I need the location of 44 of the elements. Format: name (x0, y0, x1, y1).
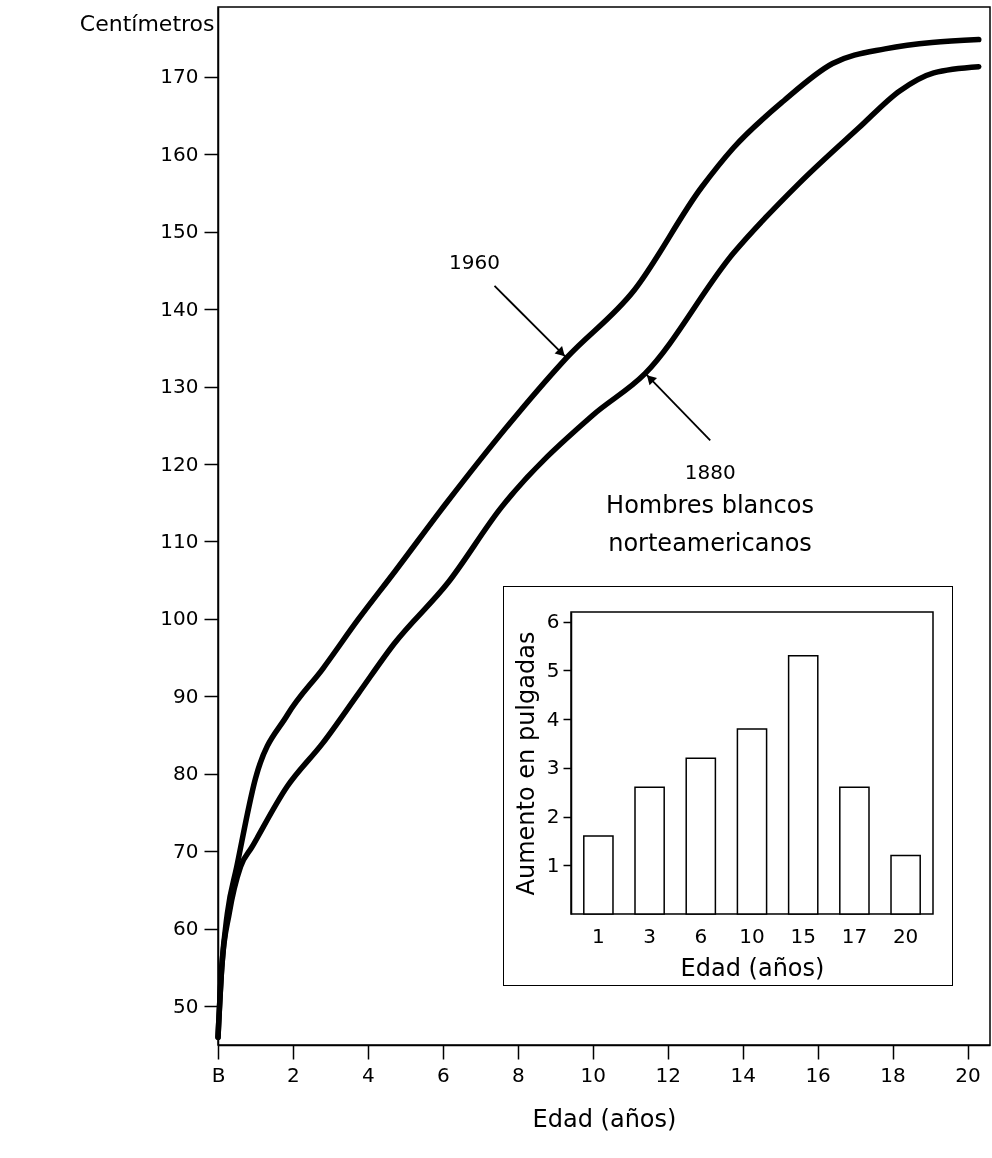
y-axis-title: Centímetros (79, 10, 215, 36)
y-tick-label: 130 (160, 374, 199, 399)
x-tick-label: 8 (511, 1062, 525, 1087)
y-axis-title: Aumento en pulgadas (511, 631, 540, 896)
x-axis-title: Edad (años) (532, 1104, 677, 1133)
chart-title: Hombres blancos norteamericanos (605, 490, 815, 559)
x-tick-label: 2 (287, 1062, 300, 1087)
annotation: 1960 (449, 249, 500, 274)
x-tick-label: 10 (739, 923, 765, 948)
x-tick-label: 14 (730, 1062, 756, 1087)
x-tick-label: 17 (841, 923, 868, 948)
x-tick-label: 12 (655, 1062, 681, 1087)
y-tick-label: 70 (173, 838, 199, 863)
x-tick-label: 10 (580, 1062, 606, 1087)
x-tick-label: 1 (592, 923, 605, 948)
y-tick-label: 4 (546, 706, 560, 731)
x-tick-label: 16 (805, 1062, 831, 1087)
x-axis-title: Edad (años) (680, 953, 825, 982)
y-tick-label: 100 (160, 606, 199, 631)
y-tick-label: 5 (546, 657, 560, 682)
y-tick-label: 60 (173, 916, 199, 941)
y-tick-label: 2 (546, 804, 560, 829)
y-tick-label: 3 (546, 755, 560, 780)
x-tick-label: 18 (880, 1062, 906, 1087)
y-tick-label: 90 (173, 683, 199, 708)
x-tick-label: 3 (643, 923, 656, 948)
y-tick-label: 50 (173, 993, 199, 1018)
y-tick-label: 170 (160, 64, 199, 89)
y-tick-label: 140 (160, 296, 199, 321)
y-tick-label: 6 (546, 609, 560, 634)
x-tick-label: 4 (362, 1062, 375, 1087)
x-tick-label: 6 (436, 1062, 450, 1087)
y-tick-label: 1 (546, 852, 560, 877)
x-tick-label: 20 (892, 923, 919, 948)
y-tick-label: 150 (160, 219, 199, 244)
x-tick-label: B (211, 1062, 226, 1087)
y-tick-label: 160 (160, 141, 199, 166)
annotation: 1880 (684, 460, 736, 485)
y-tick-label: 110 (160, 528, 199, 553)
y-tick-label: 80 (173, 761, 199, 786)
y-tick-label: 120 (160, 451, 199, 476)
x-tick-label: 6 (694, 923, 708, 948)
x-tick-label: 20 (955, 1062, 981, 1087)
x-tick-label: 15 (790, 923, 816, 948)
